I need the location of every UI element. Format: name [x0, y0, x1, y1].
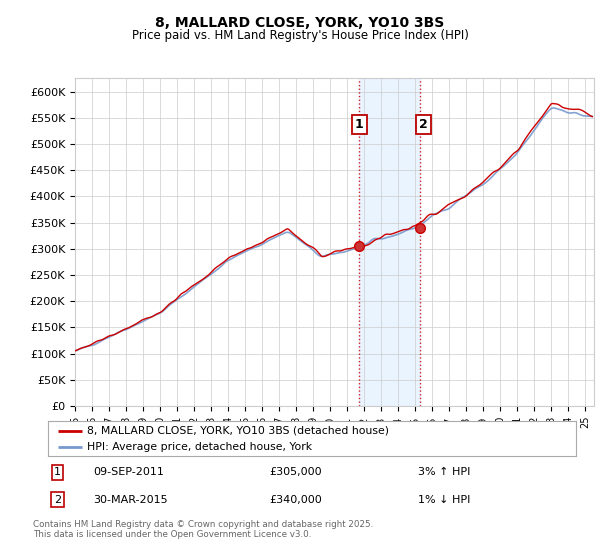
Text: £340,000: £340,000: [270, 494, 323, 505]
Text: HPI: Average price, detached house, York: HPI: Average price, detached house, York: [86, 442, 311, 452]
Text: 1: 1: [54, 467, 61, 477]
Text: 8, MALLARD CLOSE, YORK, YO10 3BS: 8, MALLARD CLOSE, YORK, YO10 3BS: [155, 16, 445, 30]
Text: 09-SEP-2011: 09-SEP-2011: [93, 467, 164, 477]
Text: £305,000: £305,000: [270, 467, 322, 477]
Text: 8, MALLARD CLOSE, YORK, YO10 3BS (detached house): 8, MALLARD CLOSE, YORK, YO10 3BS (detach…: [86, 426, 389, 436]
Text: 2: 2: [54, 494, 61, 505]
Text: Contains HM Land Registry data © Crown copyright and database right 2025.
This d: Contains HM Land Registry data © Crown c…: [33, 520, 373, 539]
Text: 1: 1: [355, 118, 364, 131]
Text: 1% ↓ HPI: 1% ↓ HPI: [418, 494, 470, 505]
Text: Price paid vs. HM Land Registry's House Price Index (HPI): Price paid vs. HM Land Registry's House …: [131, 29, 469, 42]
Text: 30-MAR-2015: 30-MAR-2015: [93, 494, 167, 505]
Bar: [359, 78, 419, 406]
Text: 3% ↑ HPI: 3% ↑ HPI: [418, 467, 470, 477]
Text: 2: 2: [419, 118, 428, 131]
